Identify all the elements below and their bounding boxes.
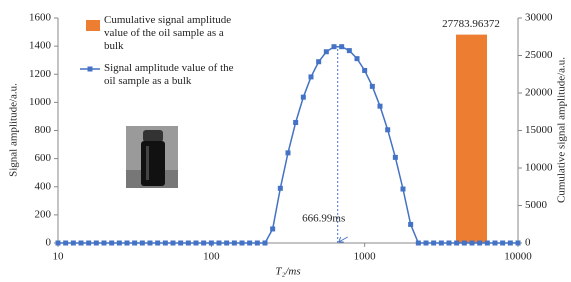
marker xyxy=(216,241,221,246)
marker xyxy=(132,241,137,246)
marker xyxy=(240,241,245,246)
y2-tick-label: 10000 xyxy=(525,162,553,174)
marker xyxy=(355,56,360,61)
y2-tick-label: 0 xyxy=(525,237,531,249)
x-tick-label: 10 xyxy=(53,251,65,263)
marker xyxy=(485,241,490,246)
marker xyxy=(477,241,482,246)
chart-page: Signal amplitude/a.u. Cumulative signal … xyxy=(0,0,571,282)
marker xyxy=(309,74,314,79)
marker xyxy=(109,241,114,246)
marker xyxy=(79,241,84,246)
marker xyxy=(224,241,229,246)
y-tick-label: 1000 xyxy=(29,96,52,108)
x-tick-label: 10000 xyxy=(504,251,532,263)
marker xyxy=(209,241,214,246)
marker xyxy=(117,241,122,246)
marker xyxy=(63,241,68,246)
bar xyxy=(456,35,487,243)
marker xyxy=(454,241,459,246)
marker xyxy=(508,241,513,246)
marker xyxy=(293,120,298,125)
y2-tick-label: 25000 xyxy=(525,49,553,61)
marker xyxy=(186,241,191,246)
legend-label: Cumulative signal amplitude value of the… xyxy=(104,14,244,53)
marker xyxy=(516,241,521,246)
marker xyxy=(324,49,329,54)
value-label: 27783.96372 xyxy=(442,18,500,30)
marker xyxy=(270,226,275,231)
y-tick-label: 0 xyxy=(46,237,52,249)
marker xyxy=(385,127,390,132)
marker xyxy=(347,48,352,53)
marker xyxy=(462,241,467,246)
marker xyxy=(94,241,99,246)
marker xyxy=(470,241,475,246)
marker xyxy=(400,187,405,192)
y-tick-label: 600 xyxy=(35,152,52,164)
marker xyxy=(247,241,252,246)
marker xyxy=(446,241,451,246)
marker xyxy=(147,241,152,246)
y2-tick-label: 20000 xyxy=(525,87,553,99)
y-tick-label: 400 xyxy=(35,180,52,192)
marker xyxy=(163,241,168,246)
marker xyxy=(339,44,344,49)
x-axis-label: T₂/ms xyxy=(275,266,300,278)
marker xyxy=(86,241,91,246)
marker xyxy=(255,241,260,246)
marker xyxy=(316,59,321,64)
annotation-label: 666.99ms xyxy=(302,213,345,225)
x-tick-label: 1000 xyxy=(354,251,377,263)
marker xyxy=(140,241,145,246)
annotation-arrow xyxy=(339,237,348,242)
y-tick-label: 800 xyxy=(35,124,52,136)
marker xyxy=(193,241,198,246)
marker xyxy=(332,44,337,49)
marker xyxy=(71,241,76,246)
y-tick-label: 1200 xyxy=(29,68,52,80)
photo xyxy=(126,126,178,188)
marker xyxy=(278,186,283,191)
y2-tick-label: 5000 xyxy=(525,199,548,211)
marker xyxy=(285,150,290,155)
marker xyxy=(178,241,183,246)
y-axis-label: Signal amplitude/a.u. xyxy=(8,83,20,177)
chart: Signal amplitude/a.u. Cumulative signal … xyxy=(0,0,571,282)
marker xyxy=(301,95,306,100)
y2-tick-label: 15000 xyxy=(525,124,553,136)
marker xyxy=(155,241,160,246)
marker xyxy=(393,155,398,160)
marker xyxy=(408,222,413,227)
marker xyxy=(56,241,61,246)
marker xyxy=(101,241,106,246)
marker xyxy=(492,241,497,246)
legend-label: Signal amplitude value of the oil sample… xyxy=(104,62,244,88)
marker xyxy=(378,104,383,109)
marker xyxy=(500,241,505,246)
marker xyxy=(370,84,375,89)
x-tick-label: 100 xyxy=(203,251,220,263)
marker xyxy=(424,241,429,246)
y-tick-label: 200 xyxy=(35,208,52,220)
y2-tick-label: 30000 xyxy=(525,12,553,24)
marker xyxy=(439,241,444,246)
y2-axis-label: Cumulative signal amplitude/a.u. xyxy=(556,57,568,203)
y-tick-label: 1400 xyxy=(29,40,52,52)
marker xyxy=(362,68,367,73)
legend-marker xyxy=(88,67,93,72)
marker xyxy=(431,241,436,246)
marker xyxy=(124,241,129,246)
marker xyxy=(263,241,268,246)
marker xyxy=(170,241,175,246)
marker xyxy=(232,241,237,246)
legend-swatch xyxy=(86,20,100,31)
marker xyxy=(416,241,421,246)
marker xyxy=(201,241,206,246)
y-tick-label: 1600 xyxy=(29,12,52,24)
